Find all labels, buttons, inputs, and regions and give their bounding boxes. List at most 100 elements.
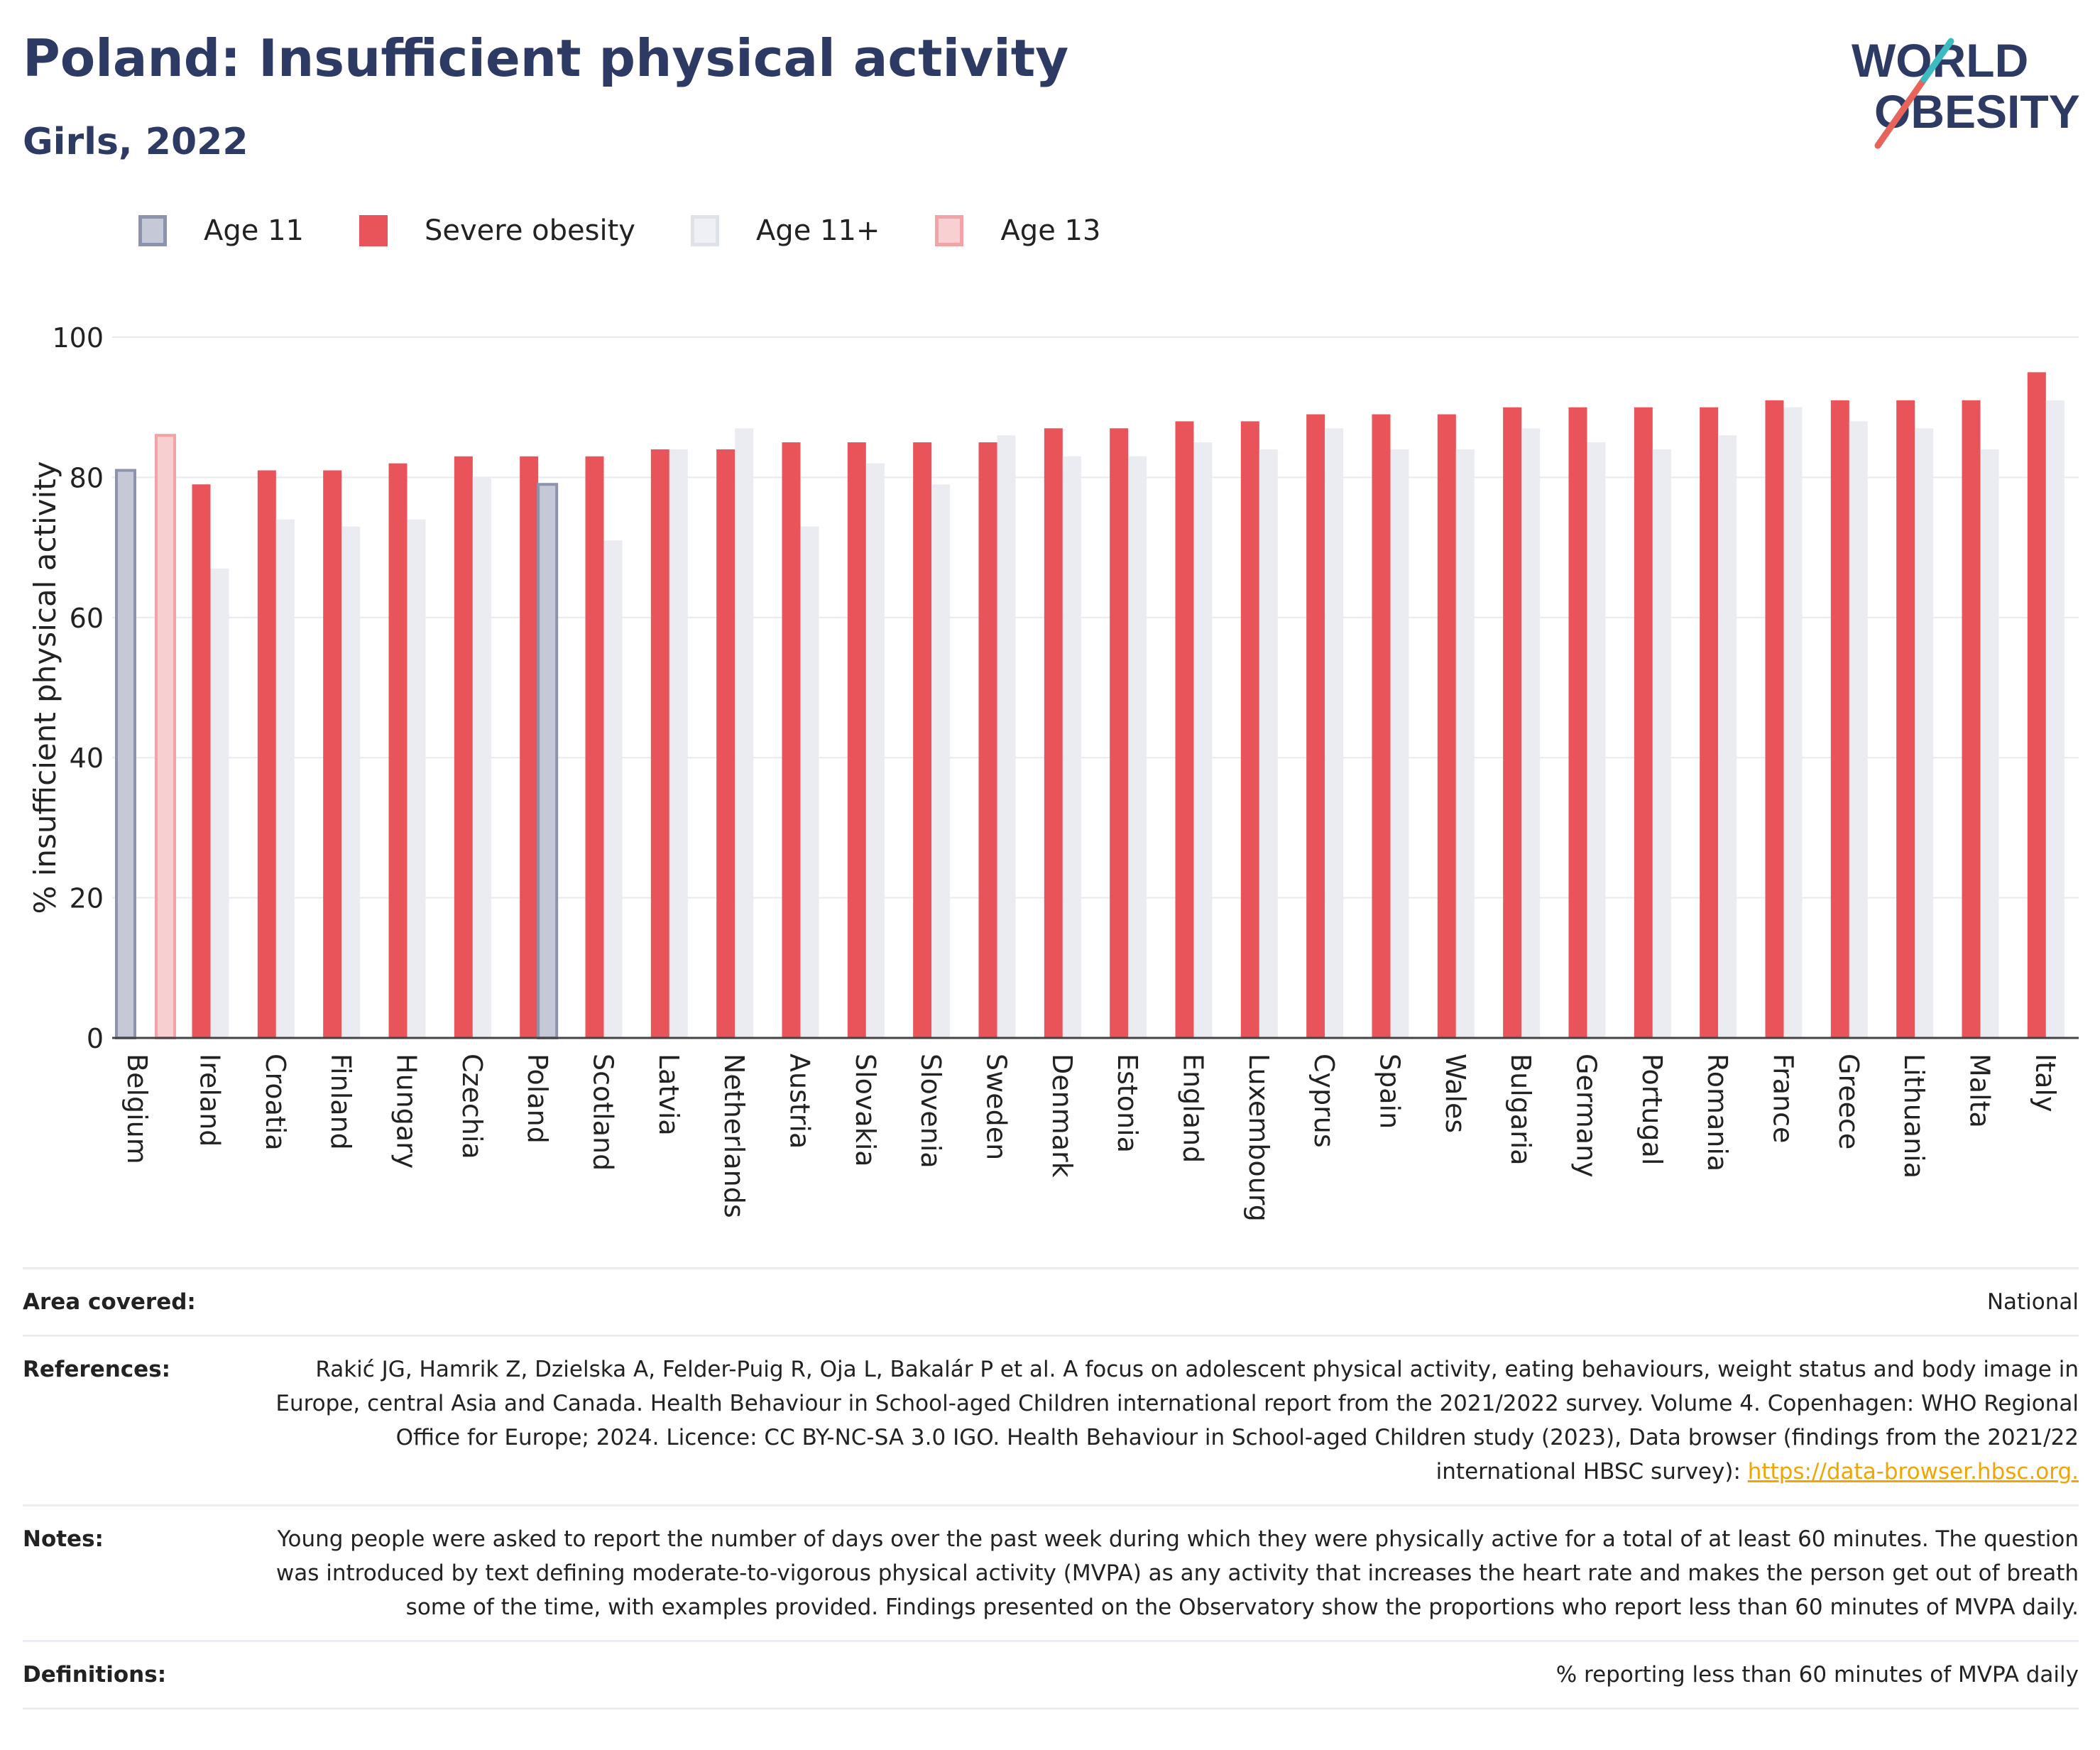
bar-age-11-plus bbox=[1390, 449, 1409, 1038]
definitions-label: Definitions: bbox=[23, 1662, 167, 1688]
bar-severe-obesity bbox=[323, 470, 342, 1038]
logo-slash-red bbox=[1874, 76, 1927, 149]
logo-slash-teal bbox=[1920, 38, 1954, 83]
row-definitions: Definitions: % reporting less than 60 mi… bbox=[23, 1640, 2079, 1710]
x-tick-label: Slovakia bbox=[850, 1054, 881, 1167]
x-tick-label: Slovenia bbox=[915, 1054, 946, 1169]
bar-severe-obesity bbox=[1175, 421, 1194, 1038]
bar-age-11-plus bbox=[865, 463, 885, 1038]
bar-age-11-plus bbox=[1455, 449, 1475, 1038]
references-label: References: bbox=[23, 1357, 171, 1383]
bar-age-11-plus bbox=[1193, 442, 1213, 1038]
bar-age-11-plus bbox=[1259, 449, 1278, 1038]
x-tick-label: Portugal bbox=[1636, 1054, 1668, 1165]
notes-label: Notes: bbox=[23, 1526, 104, 1553]
x-tick-label: France bbox=[1768, 1054, 1799, 1143]
x-tick-label: Greece bbox=[1833, 1054, 1864, 1149]
x-tick-label: Sweden bbox=[981, 1054, 1012, 1160]
logo-line2: OBESITY bbox=[1874, 85, 2080, 138]
x-tick-label: Austria bbox=[784, 1054, 816, 1149]
x-tick-label: Hungary bbox=[391, 1054, 422, 1169]
x-tick-label: Germany bbox=[1571, 1054, 1602, 1178]
legend-item-age-11[interactable]: Age 11 bbox=[138, 214, 304, 247]
references-link[interactable]: https://data-browser.hbsc.org. bbox=[1747, 1459, 2079, 1485]
y-tick-label: 40 bbox=[70, 743, 104, 774]
page-subtitle: Girls, 2022 bbox=[23, 121, 248, 163]
legend-swatch-age-11 bbox=[138, 215, 167, 246]
world-obesity-logo: WORLD OBESITY bbox=[1852, 34, 2080, 149]
row-notes: Notes: Young people were asked to report… bbox=[23, 1504, 2079, 1640]
x-tick-label: Cyprus bbox=[1308, 1054, 1340, 1148]
references-value: Rakić JG, Hamrik Z, Dzielska A, Felder-P… bbox=[236, 1352, 2079, 1489]
row-references: References: Rakić JG, Hamrik Z, Dzielska… bbox=[23, 1335, 2079, 1504]
bar-age-11-plus bbox=[997, 435, 1016, 1038]
legend-item-severe-obesity[interactable]: Severe obesity bbox=[359, 214, 635, 247]
bar-severe-obesity bbox=[192, 484, 211, 1038]
bar-severe-obesity bbox=[388, 463, 408, 1038]
legend-item-age-13[interactable]: Age 13 bbox=[935, 214, 1100, 247]
bar-severe-obesity bbox=[1830, 400, 1849, 1038]
x-tick-label: Lithuania bbox=[1898, 1054, 1930, 1178]
bar-severe-obesity bbox=[650, 449, 669, 1038]
bar-severe-obesity bbox=[257, 470, 276, 1038]
x-tick-label: Romania bbox=[1702, 1054, 1733, 1171]
y-tick-label: 80 bbox=[70, 462, 104, 493]
bar-severe-obesity bbox=[1765, 400, 1784, 1038]
bar-age-11-plus bbox=[1783, 407, 1803, 1038]
legend-swatch-age-11-plus bbox=[690, 215, 719, 246]
row-area-covered: Area covered: National bbox=[23, 1267, 2079, 1335]
x-tick-label: Belgium bbox=[121, 1054, 153, 1164]
bar-severe-obesity bbox=[520, 456, 539, 1038]
bar-age-11-plus bbox=[1915, 428, 1934, 1038]
bar-age-11-plus bbox=[1325, 428, 1344, 1038]
bar-severe-obesity bbox=[1372, 414, 1391, 1038]
bar-severe-obesity bbox=[1503, 407, 1522, 1038]
legend-swatch-severe-obesity bbox=[359, 215, 388, 246]
bar-severe-obesity bbox=[1634, 407, 1653, 1038]
legend-label-age-11-plus: Age 11+ bbox=[755, 214, 880, 247]
bar-age-11-plus bbox=[669, 449, 688, 1038]
x-tick-label: Ireland bbox=[195, 1054, 226, 1147]
bar-age-11-plus bbox=[603, 540, 623, 1038]
y-tick-label: 20 bbox=[70, 883, 104, 914]
bar-severe-obesity bbox=[2027, 372, 2046, 1038]
bar-severe-obesity bbox=[1700, 407, 1719, 1038]
bar-age-11-plus bbox=[275, 519, 295, 1038]
bar-age-11-plus bbox=[1521, 428, 1541, 1038]
bar-severe-obesity bbox=[1110, 428, 1129, 1038]
x-tick-label: Denmark bbox=[1046, 1054, 1078, 1178]
bar-age-11-plus bbox=[735, 428, 754, 1038]
bar-severe-obesity bbox=[1044, 428, 1063, 1038]
bar-severe-obesity bbox=[1437, 414, 1456, 1038]
bar-severe-obesity bbox=[1306, 414, 1325, 1038]
x-tick-label: Czechia bbox=[456, 1054, 488, 1159]
x-tick-label: Latvia bbox=[653, 1054, 684, 1136]
bar-age-11-plus bbox=[2045, 400, 2065, 1038]
x-tick-label: England bbox=[1178, 1054, 1209, 1163]
legend-label-age-11: Age 11 bbox=[204, 214, 304, 247]
bar-age-11-plus bbox=[472, 477, 491, 1038]
legend-label-severe-obesity: Severe obesity bbox=[424, 214, 635, 247]
bar-age-11 bbox=[115, 469, 136, 1039]
area-value: National bbox=[1986, 1289, 2079, 1315]
area-label: Area covered: bbox=[23, 1289, 196, 1315]
bar-age-11-plus bbox=[1849, 421, 1868, 1038]
legend-label-age-13: Age 13 bbox=[1000, 214, 1101, 247]
bar-chart: 0 20 40 60 80 100 % insufficient physical acti… bbox=[28, 322, 2079, 1222]
legend-item-age-11-plus[interactable]: Age 11+ bbox=[690, 214, 880, 247]
x-tick-label: Croatia bbox=[260, 1054, 291, 1151]
bar-severe-obesity bbox=[1962, 400, 1981, 1038]
bar-severe-obesity bbox=[585, 456, 604, 1038]
x-tick-label: Estonia bbox=[1112, 1054, 1143, 1153]
bar-age-11-plus bbox=[210, 568, 229, 1038]
bar-severe-obesity bbox=[978, 442, 997, 1038]
page-title: Poland: Insufficient physical activity bbox=[23, 28, 1069, 88]
notes-value: Young people were asked to report the nu… bbox=[275, 1526, 2079, 1621]
references-text: Rakić JG, Hamrik Z, Dzielska A, Felder-P… bbox=[275, 1357, 2079, 1485]
x-tick-label: Spain bbox=[1374, 1054, 1406, 1129]
legend-swatch-age-13 bbox=[935, 215, 964, 246]
x-tick-label: Bulgaria bbox=[1505, 1054, 1536, 1166]
x-tick-label: Luxembourg bbox=[1243, 1054, 1274, 1222]
x-tick-label: Scotland bbox=[588, 1054, 619, 1171]
x-tick-label: Italy bbox=[2030, 1054, 2061, 1112]
